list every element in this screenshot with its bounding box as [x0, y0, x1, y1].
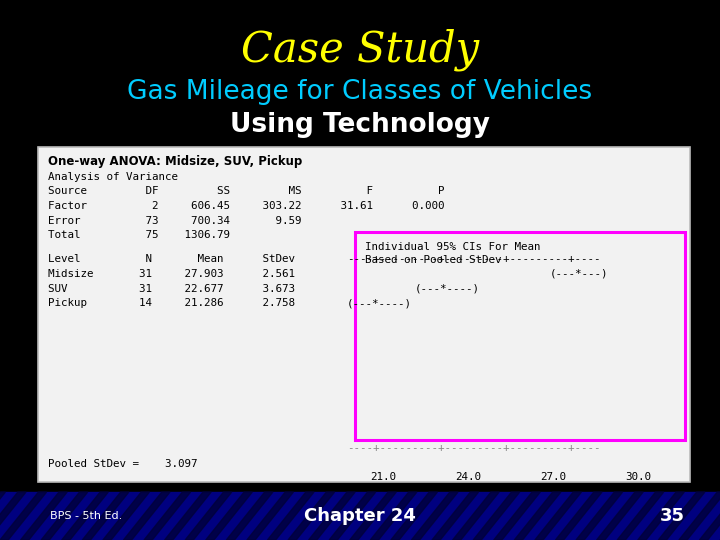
Polygon shape: [658, 492, 705, 540]
Text: Pooled StDev =    3.097: Pooled StDev = 3.097: [48, 459, 197, 469]
Text: Level          N       Mean      StDev: Level N Mean StDev: [48, 254, 295, 265]
Text: Total          75    1306.79: Total 75 1306.79: [48, 230, 230, 240]
Text: Individual 95% CIs For Mean: Individual 95% CIs For Mean: [365, 242, 541, 252]
Text: 27.0: 27.0: [540, 472, 566, 482]
Text: Midsize       31     27.903      2.561: Midsize 31 27.903 2.561: [48, 269, 295, 279]
Text: (---*----): (---*----): [347, 298, 412, 308]
Polygon shape: [494, 492, 540, 540]
FancyBboxPatch shape: [38, 147, 690, 482]
Text: 35: 35: [660, 507, 685, 525]
Polygon shape: [247, 492, 294, 540]
Polygon shape: [555, 492, 602, 540]
Polygon shape: [82, 492, 129, 540]
Polygon shape: [0, 492, 6, 540]
Polygon shape: [288, 492, 335, 540]
Polygon shape: [206, 492, 252, 540]
Polygon shape: [185, 492, 232, 540]
Polygon shape: [638, 492, 684, 540]
Text: Gas Mileage for Classes of Vehicles: Gas Mileage for Classes of Vehicles: [127, 79, 593, 105]
Polygon shape: [699, 492, 720, 540]
Polygon shape: [21, 492, 67, 540]
Polygon shape: [473, 492, 520, 540]
Polygon shape: [103, 492, 150, 540]
Polygon shape: [267, 492, 314, 540]
Text: Pickup        14     21.286      2.758: Pickup 14 21.286 2.758: [48, 298, 295, 308]
Text: Analysis of Variance: Analysis of Variance: [48, 172, 178, 182]
Text: Factor          2     606.45     303.22      31.61      0.000: Factor 2 606.45 303.22 31.61 0.000: [48, 201, 444, 211]
Polygon shape: [41, 492, 88, 540]
Text: 30.0: 30.0: [625, 472, 651, 482]
Polygon shape: [165, 492, 211, 540]
Polygon shape: [576, 492, 623, 540]
Polygon shape: [123, 492, 170, 540]
Text: (---*----): (---*----): [415, 284, 480, 294]
Text: Source         DF         SS         MS          F          P: Source DF SS MS F P: [48, 186, 444, 197]
Polygon shape: [514, 492, 561, 540]
Polygon shape: [309, 492, 355, 540]
Polygon shape: [370, 492, 417, 540]
Polygon shape: [350, 492, 396, 540]
FancyBboxPatch shape: [355, 232, 685, 440]
Polygon shape: [62, 492, 108, 540]
Text: 21.0: 21.0: [370, 472, 396, 482]
Polygon shape: [597, 492, 643, 540]
Polygon shape: [0, 492, 26, 540]
Text: One-way ANOVA: Midsize, SUV, Pickup: One-way ANOVA: Midsize, SUV, Pickup: [48, 154, 302, 167]
Text: ----+---------+---------+---------+----: ----+---------+---------+---------+----: [347, 443, 600, 453]
Polygon shape: [391, 492, 438, 540]
Text: ----+---------+---------+---------+----: ----+---------+---------+---------+----: [347, 254, 600, 265]
Polygon shape: [679, 492, 720, 540]
Text: Error          73     700.34       9.59: Error 73 700.34 9.59: [48, 215, 302, 226]
Polygon shape: [0, 492, 47, 540]
Polygon shape: [411, 492, 458, 540]
Text: Using Technology: Using Technology: [230, 112, 490, 138]
Text: Based on Pooled StDev: Based on Pooled StDev: [365, 255, 502, 265]
Polygon shape: [453, 492, 499, 540]
Text: BPS - 5th Ed.: BPS - 5th Ed.: [50, 511, 122, 521]
Polygon shape: [535, 492, 582, 540]
Text: 24.0: 24.0: [455, 472, 481, 482]
Text: Chapter 24: Chapter 24: [304, 507, 416, 525]
Polygon shape: [0, 492, 720, 540]
Text: SUV           31     22.677      3.673: SUV 31 22.677 3.673: [48, 284, 295, 294]
Text: (---*---): (---*---): [550, 269, 608, 279]
Text: Case Study: Case Study: [241, 29, 479, 71]
Polygon shape: [329, 492, 376, 540]
Polygon shape: [617, 492, 664, 540]
Polygon shape: [144, 492, 191, 540]
Polygon shape: [432, 492, 479, 540]
Polygon shape: [226, 492, 273, 540]
